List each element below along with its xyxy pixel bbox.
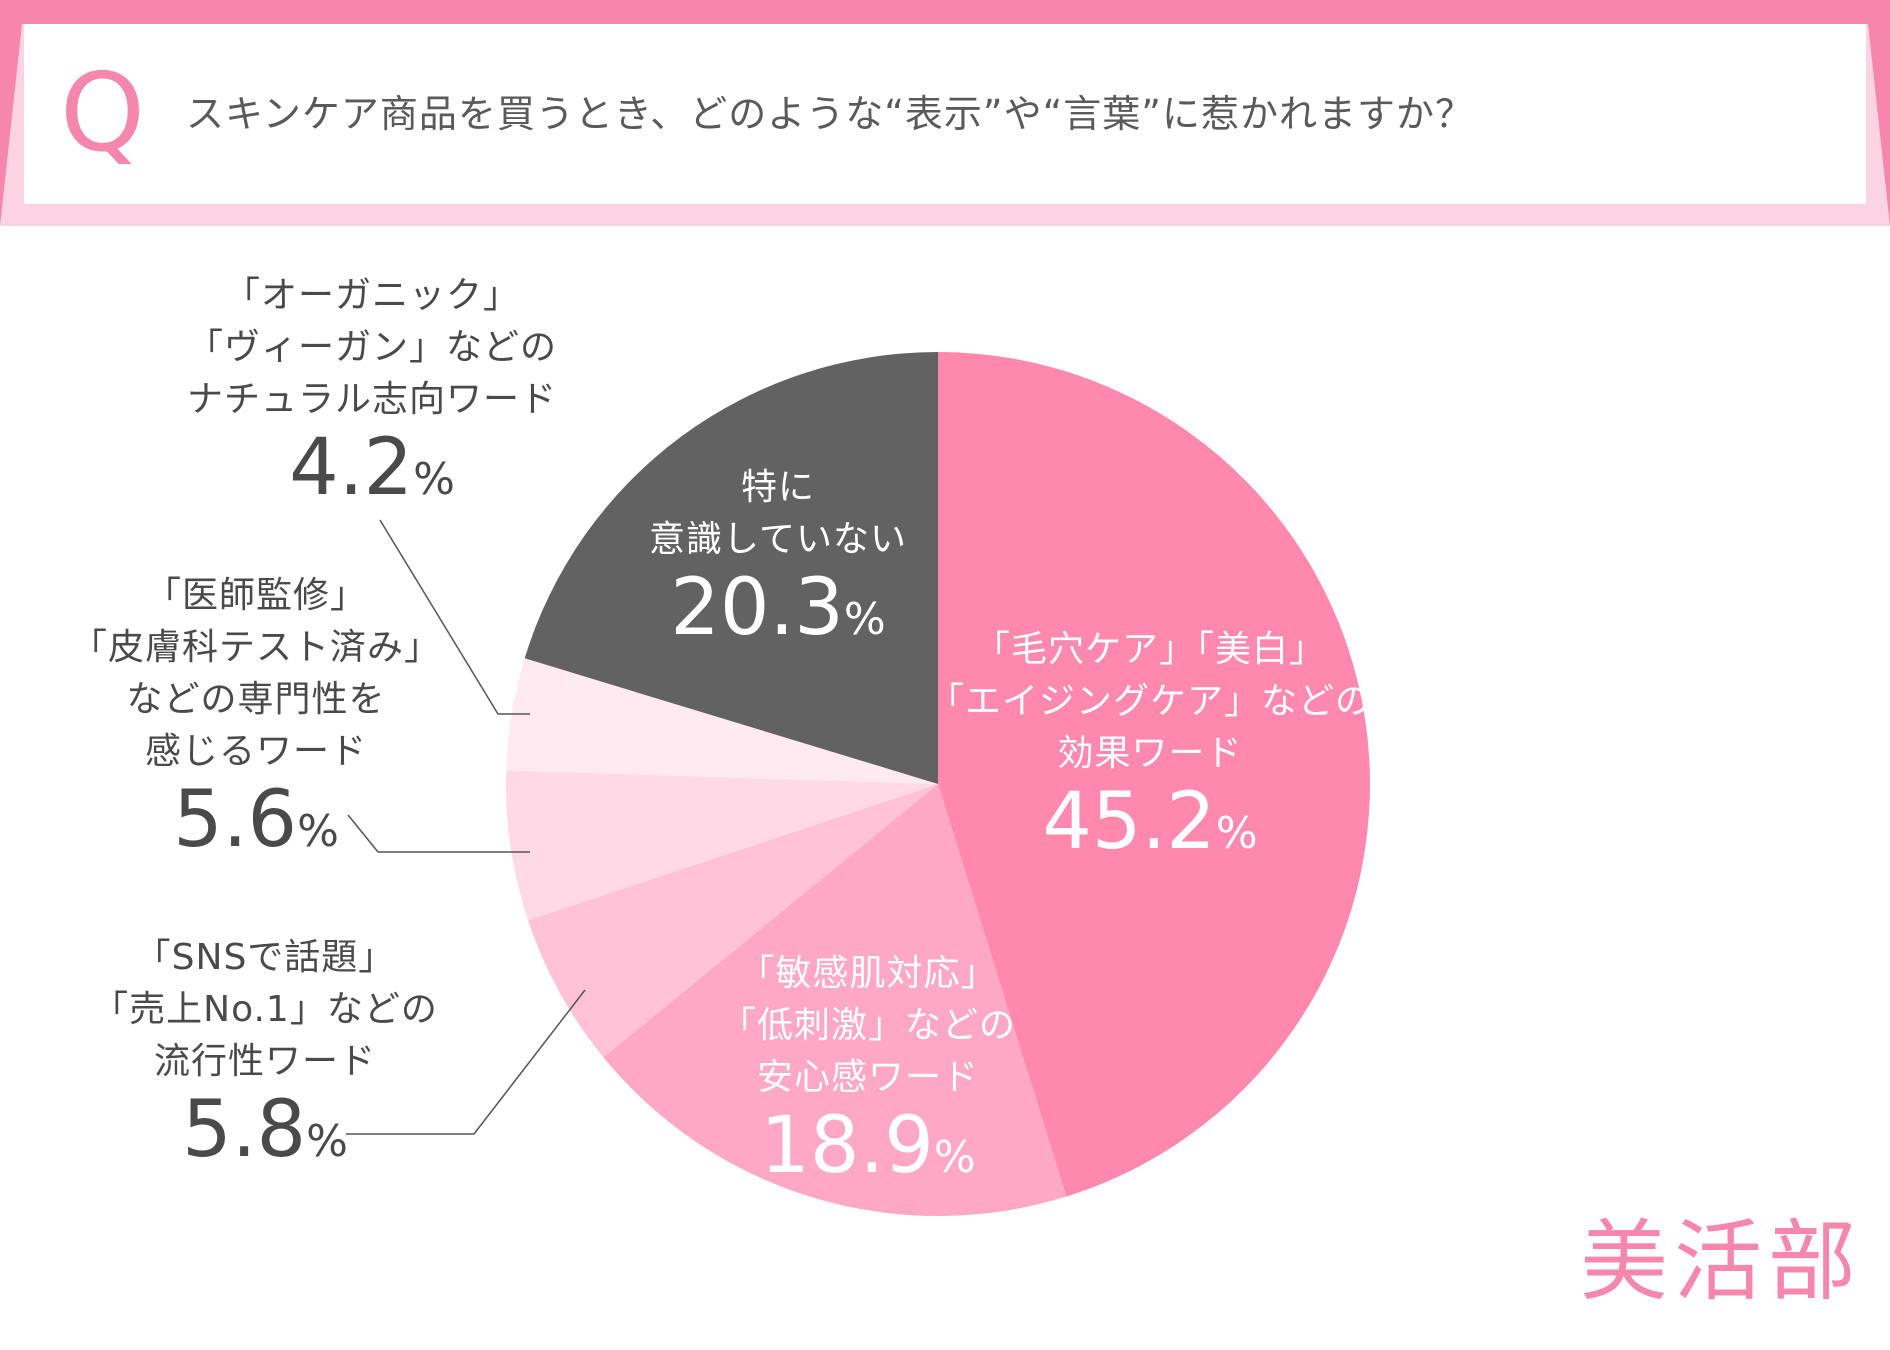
slice-value-label: 45.2% (850, 780, 1450, 876)
slice-value-label: 4.2% (72, 426, 672, 522)
slice-label-line: 意識していない (649, 519, 907, 560)
slice-value-label: 20.3% (478, 566, 1078, 662)
slice-value-unit: % (297, 806, 339, 857)
slice-label-line: 安心感ワード (756, 1057, 979, 1098)
slice-value-label: 5.6% (0, 778, 556, 874)
pie-slice-0 (938, 352, 1370, 1197)
slice-value: 45.2 (1042, 777, 1216, 867)
slice-label-2: 「SNSで話題」 「売上No.1」などの 流行性ワード 5.8% (0, 932, 565, 1184)
slice-label-line: 「皮膚科テスト済み」 (70, 627, 441, 668)
slice-label-line: 「低刺激」などの (719, 1005, 1016, 1046)
pie-slice-4 (506, 658, 938, 784)
slice-value-label: 5.8% (0, 1088, 565, 1184)
slice-value: 5.8 (182, 1085, 307, 1175)
slice-label-4: 「オーガニック」 「ヴィーガン」などの ナチュラル志向ワード 4.2% (72, 270, 672, 522)
pie-slices (505, 352, 1370, 1216)
slice-value: 18.9 (760, 1101, 934, 1191)
slice-label-line: 「オーガニック」 (223, 275, 520, 316)
slice-value: 20.3 (670, 563, 844, 653)
question-text: スキンケア商品を買うとき、どのような“表示”や“言葉”に惹かれますか？ (186, 92, 1474, 136)
leader-line-2 (346, 989, 586, 1135)
leader-lines (346, 519, 586, 1135)
slice-value-unit: % (306, 1116, 348, 1167)
slice-label-line: 「売上No.1」などの (92, 989, 438, 1030)
slice-label-5: 特に 意識していない 20.3% (478, 462, 1078, 662)
slice-label-line: 「SNSで話題」 (134, 937, 396, 978)
slice-label-line: 「医師監修」 (144, 575, 367, 616)
pie-slice-3 (505, 770, 938, 921)
leader-line-3 (347, 814, 530, 853)
slice-label-line: ナチュラル志向ワード (186, 379, 557, 420)
slice-label-3: 「医師監修」 「皮膚科テスト済み」 などの専門性を 感じるワード 5.6% (0, 570, 556, 874)
slice-label-line: 流行性ワード (153, 1041, 376, 1082)
slice-value-unit: % (843, 594, 886, 645)
slice-value-unit: % (413, 454, 455, 505)
slice-label-line: などの専門性を (126, 679, 386, 720)
slice-label-line: 感じるワード (144, 731, 367, 772)
pie-slice-1 (603, 784, 1067, 1216)
slice-value-unit: % (1215, 808, 1258, 859)
slice-value: 5.6 (173, 775, 298, 865)
brand-logo: 美活部 (1580, 1210, 1863, 1313)
pie-slice-2 (527, 784, 938, 1058)
pie-slice-5 (524, 352, 938, 784)
slice-label-line: 「敏感肌対応」 (738, 953, 998, 994)
q-mark: Q (60, 51, 146, 176)
slice-label-line: 特に (740, 467, 815, 508)
slice-value-label: 18.9% (568, 1104, 1168, 1200)
slice-label-line: 効果ワード (1057, 733, 1243, 774)
question-box (24, 24, 1866, 204)
slice-label-1: 「敏感肌対応」 「低刺激」などの 安心感ワード 18.9% (568, 948, 1168, 1200)
slice-label-0: 「毛穴ケア」「美白」 「エイジングケア」などの 効果ワード 45.2% (850, 624, 1450, 876)
header-top-bar (0, 0, 1890, 24)
leader-line-4 (379, 519, 530, 715)
slice-value-unit: % (933, 1132, 976, 1183)
slice-value: 4.2 (289, 423, 414, 513)
slice-label-line: 「毛穴ケア」「美白」 (973, 629, 1326, 670)
slice-label-line: 「エイジングケア」などの (927, 681, 1372, 722)
slice-label-line: 「ヴィーガン」などの (186, 327, 557, 368)
